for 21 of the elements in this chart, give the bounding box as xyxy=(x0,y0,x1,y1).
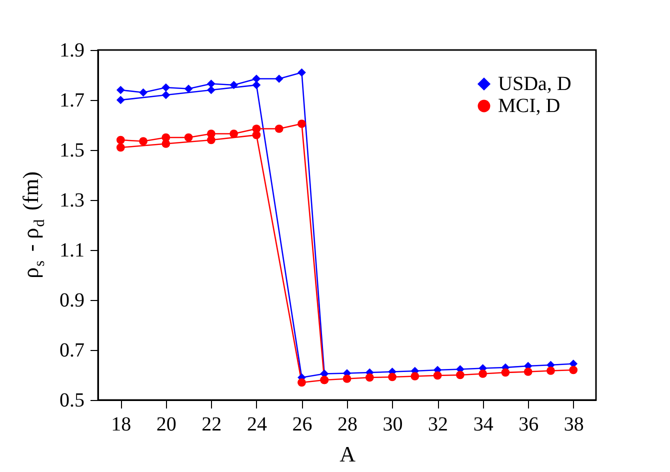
y-tick-label: 1.7 xyxy=(60,90,84,112)
y-tick-label: 1.1 xyxy=(60,240,84,262)
x-tick-label: 36 xyxy=(518,414,539,436)
x-tick-label: 26 xyxy=(292,414,312,436)
y-tick-label: 1.9 xyxy=(60,40,84,62)
y-tick-label: 1.5 xyxy=(60,140,84,162)
x-tick-label: 24 xyxy=(246,414,267,436)
x-tick-label: 22 xyxy=(202,414,222,436)
x-tick-label: 34 xyxy=(473,414,494,436)
x-tick-label: 18 xyxy=(111,414,132,436)
y-tick-label: 1.3 xyxy=(60,190,84,212)
x-axis-title: A xyxy=(340,442,356,466)
x-tick-label: 30 xyxy=(382,414,403,436)
x-tick-label: 32 xyxy=(428,414,448,436)
y-tick-label: 0.5 xyxy=(60,390,84,412)
x-tick-label: 38 xyxy=(564,414,584,436)
x-tick-label: 28 xyxy=(338,414,358,436)
y-tick-label: 0.7 xyxy=(60,340,84,362)
y-axis-title: ρs - ρd (fm) xyxy=(18,171,48,278)
x-tick-label: 20 xyxy=(156,414,176,436)
y-tick-label: 0.9 xyxy=(60,290,84,312)
